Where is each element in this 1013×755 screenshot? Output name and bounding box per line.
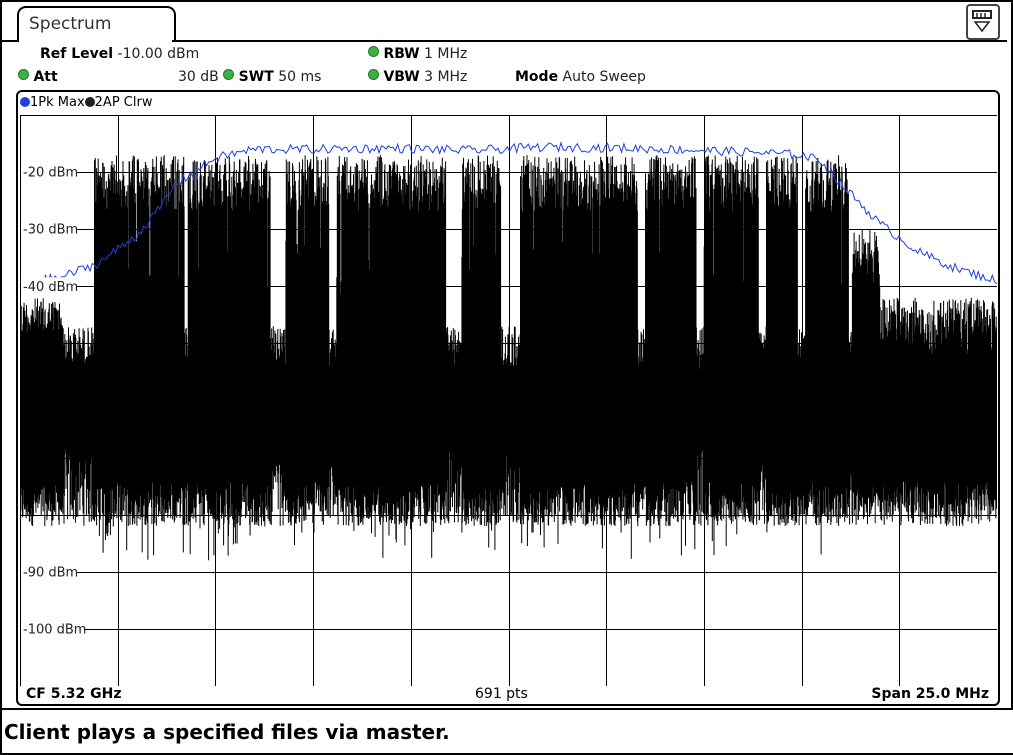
- att-status-dot: [18, 69, 29, 80]
- plot-footer: CF 5.32 GHz 691 pts Span 25.0 MHz: [20, 686, 997, 704]
- center-frequency-label[interactable]: CF 5.32 GHz: [26, 686, 122, 702]
- rbw-setting[interactable]: RBW 1 MHz: [368, 46, 467, 62]
- span-label[interactable]: Span 25.0 MHz: [871, 686, 989, 702]
- att-setting[interactable]: Att: [18, 69, 58, 85]
- ref-level-label: Ref Level: [40, 46, 114, 62]
- rbw-label: RBW: [383, 46, 420, 62]
- y-tick-label-bg: [21, 220, 77, 237]
- trace-1-label[interactable]: 1Pk Max: [30, 95, 85, 110]
- ref-level-value: -10.00 dBm: [117, 46, 200, 62]
- trace-2-dot: [84, 97, 95, 107]
- swt-value: 50 ms: [278, 69, 322, 85]
- y-tick-label-bg: [21, 619, 84, 636]
- att-label: Att: [33, 69, 58, 85]
- trace-1-line: [20, 141, 997, 286]
- rbw-status-dot: [368, 46, 379, 57]
- rbw-value: 1 MHz: [424, 46, 468, 62]
- trace-2-label[interactable]: 2AP Clrw: [94, 95, 153, 110]
- y-tick-label-bg: [21, 277, 77, 294]
- trace-1-dot: [20, 97, 30, 107]
- spectrum-plot[interactable]: -20 dBm -30 dBm -40 dBm -90 dBm -100 dBm: [20, 115, 997, 686]
- vbw-setting[interactable]: VBW 3 MHz: [368, 69, 467, 85]
- y-tick-label: -40 dBm: [23, 280, 78, 295]
- mode-value: Auto Sweep: [562, 69, 646, 85]
- y-tick-label: -100 dBm: [23, 622, 86, 637]
- trace-2-line: [20, 155, 997, 561]
- trace-legend: 1Pk Max 2AP Clrw: [20, 95, 152, 110]
- vbw-status-dot: [368, 69, 379, 80]
- mode-label: Mode: [515, 69, 559, 85]
- y-tick-label-bg: [21, 562, 77, 579]
- y-tick-label: -30 dBm: [23, 223, 78, 238]
- tab-divider: [2, 40, 17, 42]
- tab-spectrum-label: Spectrum: [29, 14, 112, 34]
- caption-box: [0, 706, 1013, 755]
- mode-setting[interactable]: Mode Auto Sweep: [515, 69, 646, 85]
- tab-divider: [172, 40, 1007, 42]
- swt-label: SWT: [238, 69, 274, 85]
- vbw-value: 3 MHz: [424, 69, 468, 85]
- sweep-points-label[interactable]: 691 pts: [475, 686, 528, 702]
- caption-text: Client plays a specified files via maste…: [4, 720, 450, 744]
- menu-icon[interactable]: [966, 4, 1000, 40]
- ref-level-setting[interactable]: Ref Level -10.00 dBm: [40, 46, 199, 62]
- y-tick-label-bg: [21, 163, 77, 180]
- vbw-label: VBW: [383, 69, 420, 85]
- att-value-group: 30 dB SWT 50 ms: [178, 69, 321, 85]
- swt-status-dot: [223, 69, 235, 80]
- tab-spectrum[interactable]: Spectrum: [17, 6, 176, 42]
- y-tick-label: -90 dBm: [23, 565, 78, 580]
- att-value: 30 dB: [178, 69, 219, 85]
- y-tick-label: -20 dBm: [23, 166, 78, 181]
